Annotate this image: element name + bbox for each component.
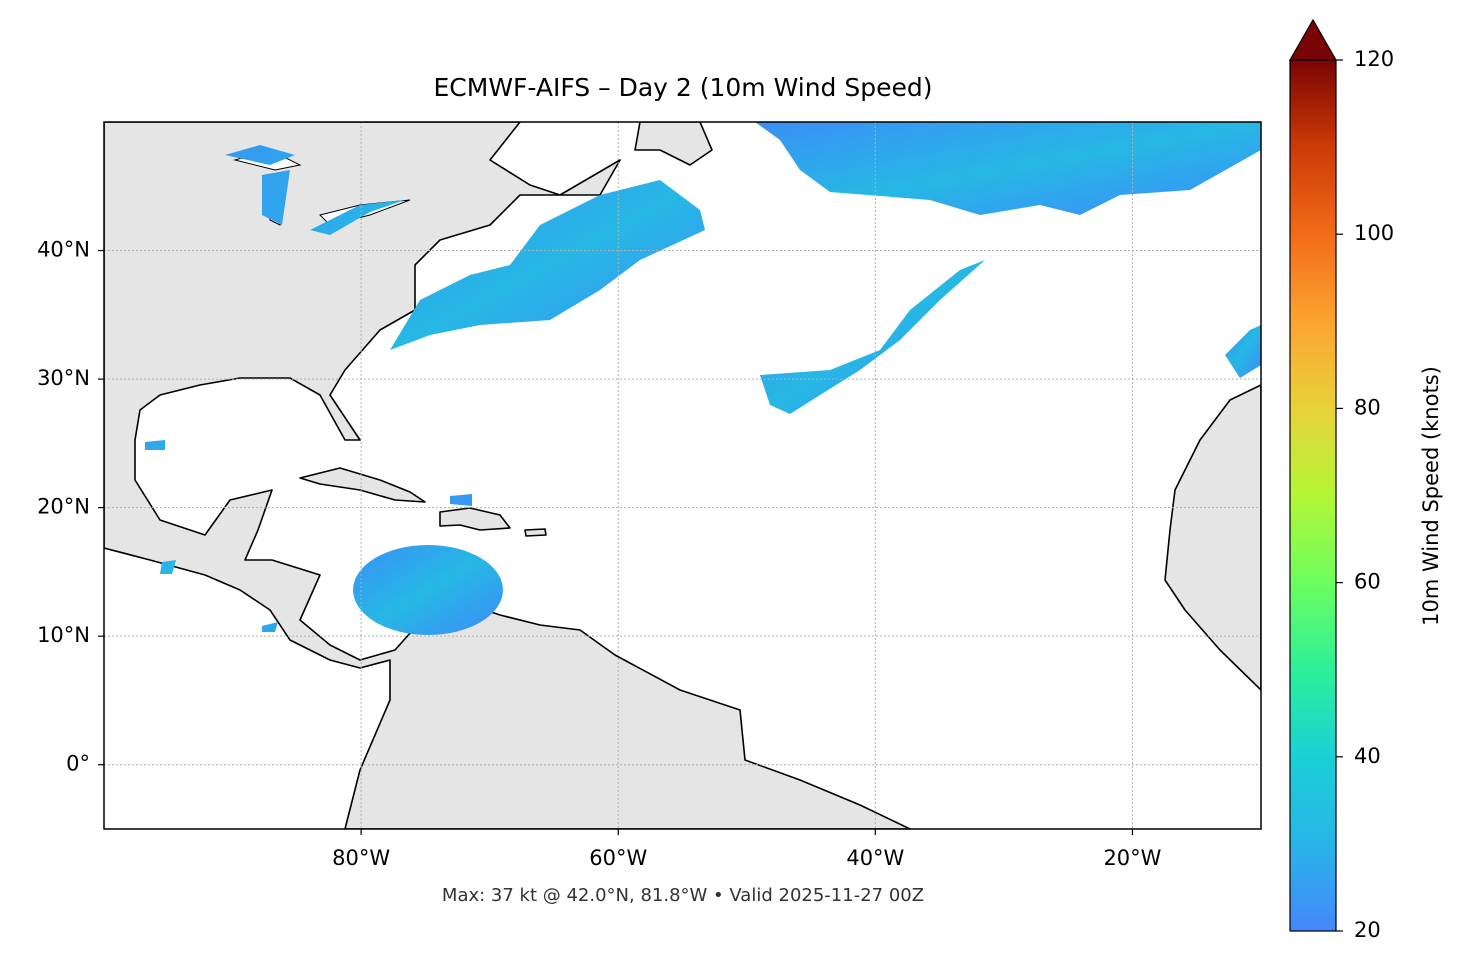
- y-tick-label: 30°N: [37, 366, 90, 390]
- colorbar-tick-label: 100: [1354, 221, 1394, 245]
- colorbar-tick-label: 20: [1354, 918, 1381, 942]
- wind-field: [1225, 325, 1261, 378]
- colorbar-tick-label: 60: [1354, 570, 1381, 594]
- colorbar-extend: [1288, 18, 1338, 61]
- newfoundland: [634, 122, 713, 166]
- colorbar: [1289, 59, 1337, 932]
- map: [104, 122, 1261, 829]
- x-tick-label: 80°W: [332, 846, 390, 870]
- wind-field: [353, 545, 503, 635]
- wind-field: [760, 260, 985, 414]
- x-tick-label: 40°W: [846, 846, 904, 870]
- x-tick-label: 60°W: [589, 846, 647, 870]
- y-tick-label: 10°N: [37, 623, 90, 647]
- americas: [104, 122, 911, 829]
- chart-title: ECMWF-AIFS – Day 2 (10m Wind Speed): [434, 73, 933, 102]
- colorbar-label: 10m Wind Speed (knots): [1419, 366, 1443, 626]
- colorbar-tick-label: 120: [1354, 47, 1394, 71]
- colorbar-tick-label: 40: [1354, 744, 1381, 768]
- y-tick-label: 40°N: [37, 238, 90, 262]
- colorbar-tick-label: 80: [1354, 395, 1381, 419]
- x-tick-label: 20°W: [1103, 846, 1161, 870]
- hispaniola: [439, 507, 511, 531]
- footer-note: Max: 37 kt @ 42.0°N, 81.8°W • Valid 2025…: [442, 885, 924, 906]
- map-frame: [103, 121, 1262, 830]
- y-tick-label: 20°N: [37, 495, 90, 519]
- wind-field: [390, 180, 705, 350]
- y-tick-label: 0°: [66, 752, 90, 776]
- cuba: [299, 467, 426, 503]
- wind-field: [755, 122, 1261, 215]
- africa: [1164, 384, 1261, 691]
- puerto-rico: [524, 528, 547, 537]
